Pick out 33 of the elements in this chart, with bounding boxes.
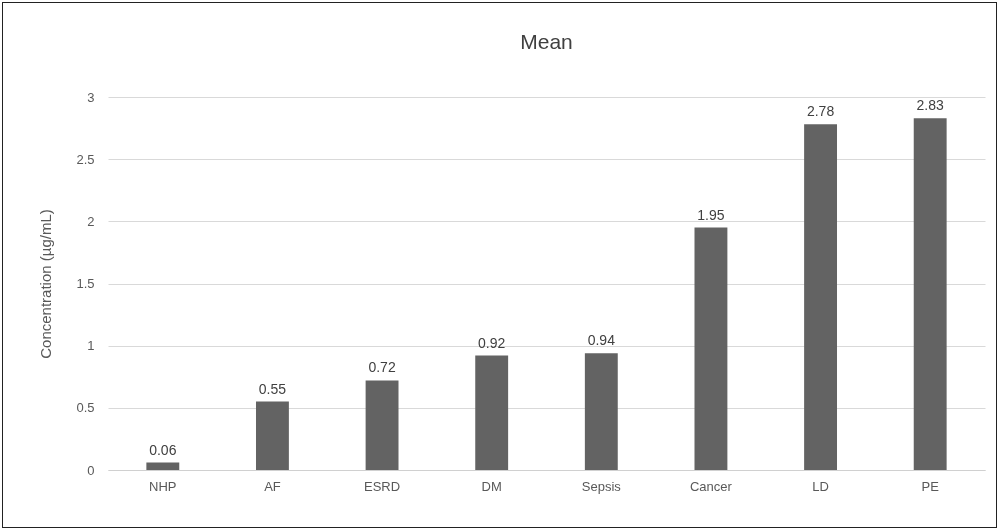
x-tick-label: NHP xyxy=(149,478,177,494)
x-tick-label: AF xyxy=(264,478,281,494)
bar xyxy=(255,401,289,470)
data-label: 0.94 xyxy=(587,332,616,349)
data-label: 0.55 xyxy=(258,380,287,397)
bar xyxy=(913,118,947,470)
bar xyxy=(804,124,838,470)
chart-title: Mean xyxy=(520,30,573,53)
y-tick-label: 1.5 xyxy=(76,276,95,291)
bar xyxy=(475,355,509,470)
y-tick-label: 2 xyxy=(87,213,95,229)
y-tick-label: 1 xyxy=(87,338,95,354)
y-tick-label: 0 xyxy=(87,462,95,478)
y-tick-label: 3 xyxy=(87,89,95,105)
x-tick-label: Cancer xyxy=(689,478,733,494)
bar xyxy=(584,353,618,470)
x-tick-label: PE xyxy=(921,478,940,494)
bar xyxy=(365,380,399,470)
data-label: 0.72 xyxy=(368,359,396,376)
data-label: 2.83 xyxy=(916,97,945,114)
x-tick-label: LD xyxy=(812,478,829,494)
y-axis-title: Concentration (µg/mL) xyxy=(37,209,55,359)
x-tick-label: ESRD xyxy=(364,478,401,494)
data-label: 2.78 xyxy=(806,103,835,120)
x-tick-label: Sepsis xyxy=(581,478,622,494)
data-label: 1.95 xyxy=(697,206,725,223)
bar xyxy=(146,462,180,470)
y-tick-label: 0.5 xyxy=(76,400,95,416)
x-tick-label: DM xyxy=(481,478,502,494)
data-label: 0.06 xyxy=(149,441,177,458)
y-tick-label: 2.5 xyxy=(76,151,95,167)
bar xyxy=(694,227,728,470)
data-label: 0.92 xyxy=(478,334,506,351)
